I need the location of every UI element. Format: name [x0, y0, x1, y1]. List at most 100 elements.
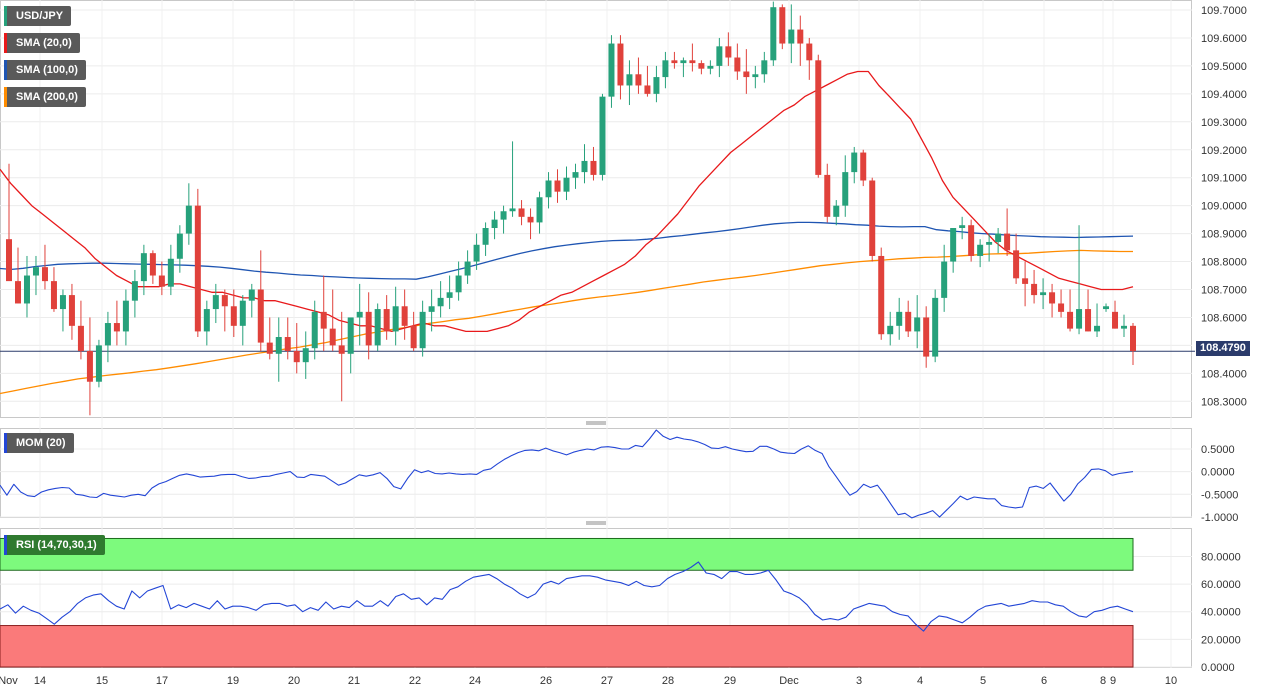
candle-64: [581, 144, 588, 184]
candle-52: [473, 233, 480, 270]
candle-body-84: [761, 60, 768, 75]
candle-body-63: [572, 172, 579, 178]
legend-usdjpy-swatch: [4, 6, 7, 26]
candle-body-103: [932, 297, 939, 357]
candle-body-108: [977, 244, 984, 256]
y-tick-rsi-3: 20.0000: [1201, 634, 1241, 646]
candle-body-90: [815, 60, 822, 175]
axes: 109.7000 109.6000 109.5000 109.4000 109.3000…: [0, 5, 1247, 687]
candle-73: [662, 51, 669, 89]
x-tick-3: 17: [156, 675, 168, 687]
rsi-oversold-zone: [0, 625, 1134, 668]
y-tick-main-14: 108.3000: [1201, 396, 1247, 408]
rsi-zones: [0, 537, 1134, 668]
candle-85: [770, 1, 777, 66]
candle-81: [734, 43, 741, 80]
candle-body-14: [131, 281, 138, 301]
candle-body-11: [104, 323, 111, 346]
candle-body-10: [95, 345, 102, 382]
candle-43: [392, 286, 399, 346]
x-tick-14: 3: [856, 675, 862, 687]
legend-sma200[interactable]: SMA (200,0): [4, 87, 86, 107]
candle-body-65: [590, 160, 597, 175]
candle-body-9: [86, 350, 93, 382]
candle-32: [293, 323, 300, 374]
candle-26: [239, 295, 246, 346]
candle-body-67: [608, 43, 615, 97]
candle-body-29: [266, 342, 273, 354]
candle-body-6: [59, 295, 66, 310]
candle-body-68: [617, 43, 624, 86]
legend-mom[interactable]: MOM (20): [4, 433, 74, 453]
candle-body-16: [149, 253, 156, 276]
candle-72: [653, 65, 660, 103]
x-tick-10: 27: [601, 675, 613, 687]
candle-80: [725, 32, 732, 66]
candle-body-26: [239, 300, 246, 326]
candle-body-85: [770, 7, 777, 61]
candle-93: [842, 155, 849, 217]
x-tick-20: 10: [1165, 675, 1177, 687]
candle-70: [635, 57, 642, 94]
legend-sma100-label: SMA (100,0): [16, 64, 78, 76]
legend-rsi-swatch: [4, 535, 7, 555]
legend-sma100[interactable]: SMA (100,0): [4, 60, 86, 80]
candle-60: [545, 172, 552, 209]
x-tick-18: 8: [1100, 675, 1106, 687]
candle-body-41: [374, 309, 381, 346]
candle-body-3: [32, 267, 39, 276]
candle-78: [707, 60, 714, 75]
candle-104: [941, 244, 948, 312]
candle-body-2: [23, 275, 30, 304]
legend-rsi-label: RSI (14,70,30,1): [16, 539, 97, 551]
y-tick-rsi-4: 0.0000: [1201, 662, 1235, 674]
candle-body-45: [410, 325, 417, 349]
y-tick-main-2: 109.5000: [1201, 61, 1247, 73]
candle-body-60: [545, 180, 552, 198]
candle-body-23: [212, 295, 219, 310]
candle-body-87: [788, 29, 795, 44]
candle-body-106: [959, 225, 966, 229]
candle-25: [230, 289, 237, 338]
candle-98: [887, 311, 894, 346]
candle-body-1: [14, 281, 21, 304]
candle-body-39: [356, 311, 363, 318]
y-tick-main-10: 108.7000: [1201, 285, 1247, 297]
candle-body-51: [464, 261, 471, 276]
candle-31: [284, 317, 291, 360]
y-tick-main-4: 109.3000: [1201, 117, 1247, 129]
candle-33: [302, 331, 309, 379]
legend-mom-swatch: [4, 433, 7, 453]
candle-body-116: [1049, 292, 1056, 304]
x-tick-13: Dec: [779, 675, 799, 687]
candle-18: [167, 244, 174, 296]
candle-109: [986, 233, 993, 262]
candle-68: [617, 35, 624, 100]
candle-body-40: [365, 311, 372, 346]
y-tick-main-3: 109.4000: [1201, 89, 1247, 101]
y-tick-main-1: 109.6000: [1201, 33, 1247, 45]
legend-usdjpy[interactable]: USD/JPY: [4, 6, 72, 26]
legend-sma20[interactable]: SMA (20,0): [4, 33, 80, 53]
x-tick-9: 26: [540, 675, 552, 687]
candle-body-75: [680, 60, 687, 64]
candle-body-110: [995, 233, 1002, 242]
candle-body-86: [779, 7, 786, 44]
candle-22: [203, 300, 210, 346]
candle-body-21: [194, 205, 201, 332]
legend-rsi[interactable]: RSI (14,70,30,1): [4, 535, 105, 555]
candle-body-43: [392, 306, 399, 332]
candle-15: [140, 244, 147, 296]
y-tick-mom-0: 0.5000: [1201, 444, 1235, 456]
candle-body-74: [671, 60, 678, 64]
candle-55: [500, 205, 507, 234]
candle-86: [779, 4, 786, 50]
candle-121: [1094, 303, 1101, 338]
legend-sma200-swatch: [4, 87, 7, 107]
candle-63: [572, 163, 579, 189]
candle-body-15: [140, 253, 147, 282]
candle-19: [176, 225, 183, 273]
candle-5: [50, 267, 57, 312]
